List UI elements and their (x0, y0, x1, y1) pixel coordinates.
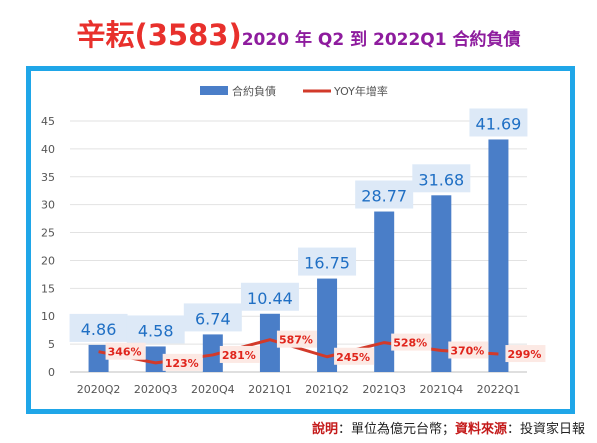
note-text-source: ：投資家日報 (506, 422, 585, 437)
x-tick-label: 2021Q3 (362, 383, 406, 396)
bar-value-label: 16.75 (304, 254, 350, 273)
x-tick-label: 2021Q4 (419, 383, 463, 396)
legend-line-label: YOY年增率 (333, 84, 388, 98)
bar-value-label: 10.44 (247, 289, 293, 308)
bar-value-label: 6.74 (195, 309, 231, 328)
bar-label-box (298, 247, 357, 276)
y-tick-label: 40 (41, 143, 55, 156)
legend-bar-swatch (200, 86, 228, 95)
chart-title-sub: 2020 年 Q2 到 2022Q1 合約負債 (241, 30, 521, 50)
bar-value-label: 4.86 (81, 320, 117, 339)
y-tick-label: 20 (41, 254, 55, 267)
y-tick-label: 10 (41, 310, 55, 323)
bar (374, 211, 395, 372)
y-tick-label: 35 (41, 171, 55, 184)
yoy-value-label: 346% (108, 346, 142, 359)
y-tick-label: 15 (41, 282, 55, 295)
x-tick-label: 2021Q2 (305, 383, 349, 396)
bar-value-label: 28.77 (361, 187, 407, 206)
x-tick-label: 2021Q1 (248, 383, 292, 396)
note-label-source: 資料來源 (454, 422, 507, 437)
bar-label-box (469, 108, 528, 137)
yoy-value-label: 245% (336, 351, 370, 364)
yoy-value-label: 587% (279, 334, 313, 347)
bar-label-box (240, 282, 299, 311)
bar (145, 346, 166, 372)
note-text-unit: ：單位為億元台幣； (337, 422, 455, 437)
bar-value-label: 31.68 (418, 170, 464, 189)
y-tick-label: 0 (48, 366, 55, 379)
legend-bar-label: 合約負債 (232, 84, 276, 98)
bar (431, 195, 452, 372)
bar-label-box (412, 164, 471, 193)
yoy-label-box (219, 345, 260, 363)
bar-label-box (355, 180, 414, 209)
bar-label-box (69, 313, 128, 342)
yoy-label-box (276, 330, 317, 348)
bar-value-label: 4.58 (138, 321, 174, 340)
x-tick-label: 2020Q4 (191, 383, 235, 396)
bar-value-label: 41.69 (476, 114, 522, 133)
bar (488, 139, 509, 372)
chart-title-main: 辛耘(3583) (76, 18, 242, 52)
yoy-value-label: 123% (165, 357, 199, 370)
yoy-label-box (334, 347, 375, 365)
source-note: 說明：單位為億元台幣；資料來源：投資家日報 (312, 418, 585, 437)
bar-label-box (126, 315, 185, 344)
yoy-label-box (162, 353, 203, 371)
chart-title: 辛耘(3583)2020 年 Q2 到 2022Q1 合約負債 (0, 12, 597, 54)
note-label-explain: 說明 (311, 422, 338, 437)
x-tick-label: 2020Q2 (77, 383, 121, 396)
bar-label-box (183, 303, 242, 332)
y-tick-label: 25 (41, 227, 55, 240)
yoy-label-box (105, 342, 146, 360)
yoy-label-box (448, 341, 489, 359)
bar (317, 278, 338, 372)
y-tick-label: 5 (48, 338, 55, 351)
y-tick-label: 30 (41, 199, 55, 212)
x-tick-label: 2022Q1 (477, 383, 521, 396)
yoy-value-label: 299% (507, 348, 541, 361)
yoy-value-label: 528% (393, 337, 427, 350)
x-tick-label: 2020Q3 (134, 383, 178, 396)
yoy-value-label: 281% (222, 349, 256, 362)
yoy-label-box (505, 345, 546, 363)
y-tick-label: 45 (41, 115, 55, 128)
bar (259, 313, 280, 372)
yoy-value-label: 370% (450, 345, 484, 358)
bar (202, 334, 223, 372)
yoy-label-box (391, 333, 432, 351)
